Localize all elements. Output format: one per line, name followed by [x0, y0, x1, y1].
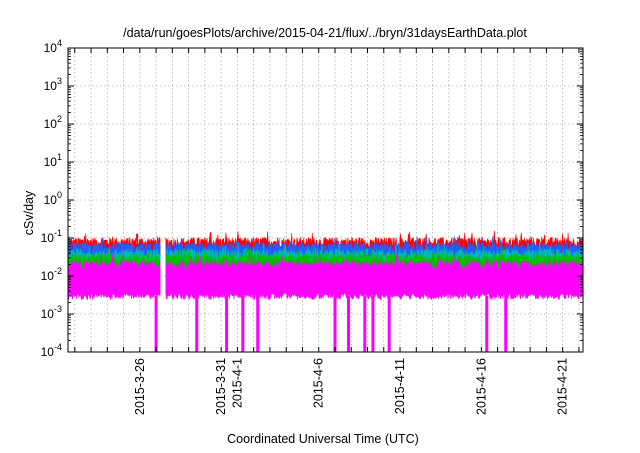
y-tick-label: 10-2 [41, 266, 62, 283]
y-axis-label: cSv/day [22, 190, 36, 235]
x-tick-label: 2015-4-11 [393, 358, 407, 414]
series-dropout-spike [154, 295, 158, 352]
plot-frame [67, 47, 584, 353]
series-dropout-spike [371, 295, 375, 352]
series-dropout-spike [363, 295, 367, 352]
y-tick-label: 10-1 [41, 228, 62, 245]
x-tick-label: 2015-3-31 [214, 358, 228, 415]
series-dropout-spike [256, 295, 260, 352]
chart-title: /data/run/goesPlots/archive/2015-04-21/f… [123, 26, 527, 40]
grid-lines [68, 48, 583, 352]
series-dropout-spike [387, 295, 391, 352]
series-dropout-spike [347, 295, 351, 352]
tick-labels: 10-4 10-3 10-2 10-1 100 101 102 103 104 2015-3-26… [41, 38, 570, 415]
y-tick-label: 10-4 [41, 342, 62, 359]
x-tick-label: 2015-4-6 [312, 358, 326, 408]
y-tick-label: 104 [44, 38, 62, 55]
x-tick-label: 2015-4-1 [230, 358, 244, 408]
series-dropout-spike [241, 295, 245, 352]
series-dropout-spike [333, 295, 337, 352]
x-tick-label: 2015-3-26 [133, 358, 147, 415]
y-tick-label: 10-3 [41, 304, 62, 321]
series-dropout-spike [195, 295, 199, 352]
y-tick-label: 100 [44, 190, 62, 207]
y-tick-label: 103 [44, 76, 62, 93]
series-dropout-spike [225, 295, 229, 352]
axes [67, 47, 584, 353]
x-axis-label: Coordinated Universal Time (UTC) [227, 432, 419, 446]
y-tick-label: 101 [44, 152, 62, 169]
x-tick-label: 2015-4-21 [556, 358, 570, 415]
data-series [67, 230, 584, 352]
y-tick-label: 102 [44, 114, 62, 131]
series-area [67, 253, 584, 301]
series-dropout-spike [485, 295, 489, 352]
series-dropout-spike [504, 295, 508, 352]
x-tick-label: 2015-4-16 [474, 358, 488, 415]
